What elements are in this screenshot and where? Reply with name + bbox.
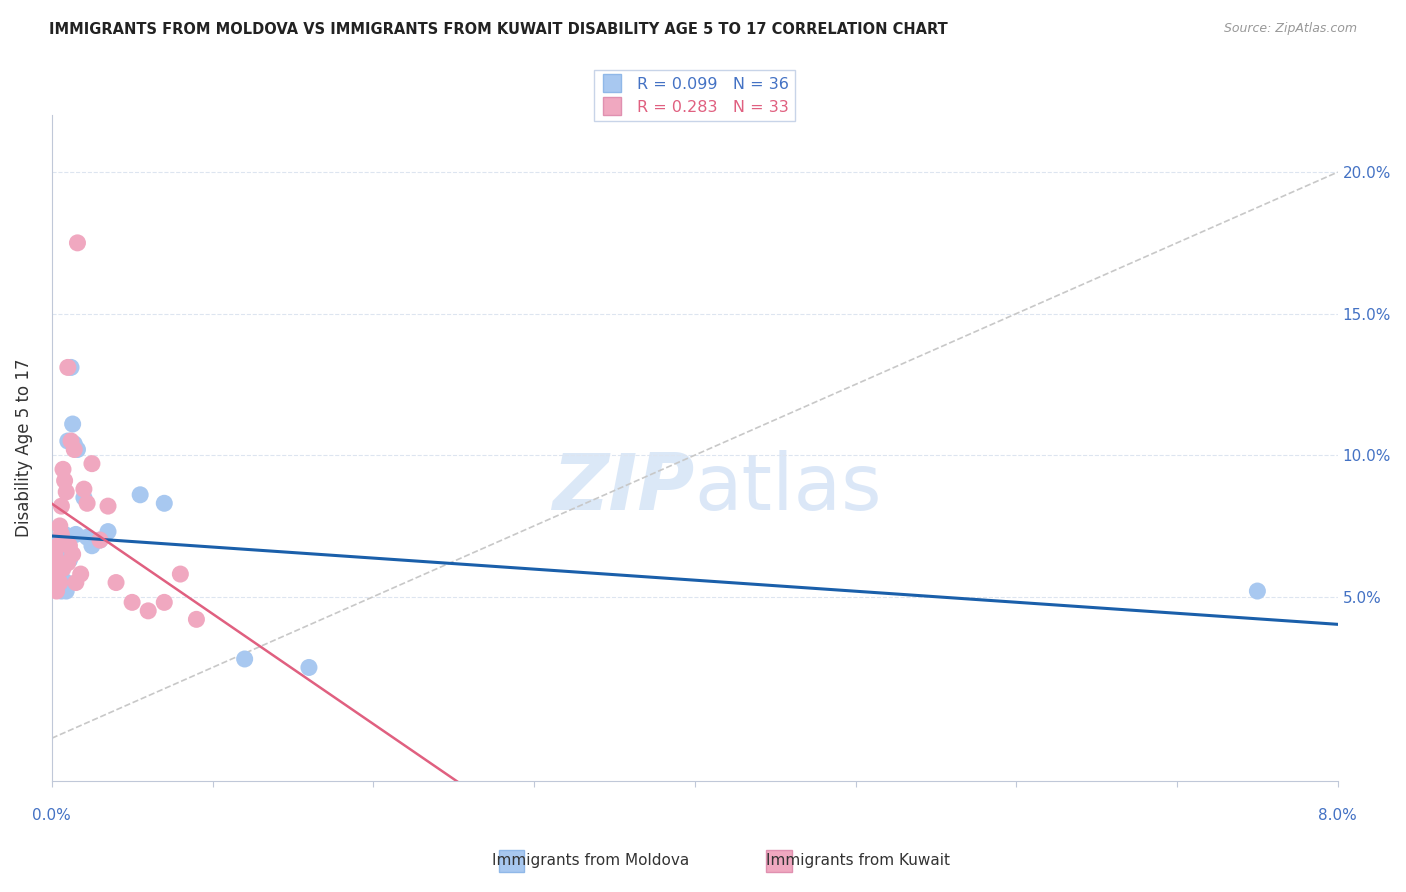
Point (60, 360, 83, 375)
Point (52, 462, 75, 476)
Point (105, 575, 128, 590)
Point (129, 488, 152, 502)
Point (53, 541, 76, 556)
Bar (499, 850, 524, 872)
Point (49, 533, 72, 547)
Point (153, 595, 176, 609)
Point (51, 570, 73, 584)
Legend: R = 0.099   N = 36, R = 0.283   N = 33: R = 0.099 N = 36, R = 0.283 N = 33 (595, 70, 796, 121)
Point (60, 434, 83, 448)
Point (55, 485, 77, 500)
Point (186, 612, 208, 626)
Text: Immigrants from Kuwait: Immigrants from Kuwait (766, 854, 949, 868)
Text: 8.0%: 8.0% (1319, 808, 1357, 823)
Point (45, 584, 67, 599)
Point (45, 539, 67, 553)
Point (66, 442, 89, 457)
Point (121, 595, 143, 609)
Point (233, 652, 256, 666)
Point (58, 539, 80, 553)
Bar (766, 850, 792, 872)
Text: IMMIGRANTS FROM MOLDOVA VS IMMIGRANTS FROM KUWAIT DISABILITY AGE 5 TO 17 CORRELA: IMMIGRANTS FROM MOLDOVA VS IMMIGRANTS FR… (49, 22, 948, 37)
Point (65, 527, 87, 541)
Point (76, 530, 98, 544)
Y-axis label: Disability Age 5 to 17: Disability Age 5 to 17 (15, 359, 32, 537)
Point (45, 556, 67, 570)
Point (52, 539, 75, 553)
Point (63, 437, 86, 451)
Point (53, 527, 76, 541)
Point (46, 544, 69, 558)
Point (73, 491, 96, 505)
Point (55, 575, 77, 590)
Point (58, 553, 80, 567)
Text: Source: ZipAtlas.com: Source: ZipAtlas.com (1223, 22, 1357, 36)
Point (80, 539, 103, 553)
Point (44, 553, 66, 567)
Point (1246, 584, 1268, 599)
Point (46, 556, 69, 570)
Point (51, 499, 73, 513)
Point (65, 575, 87, 590)
Point (89, 533, 111, 547)
Point (153, 496, 176, 510)
Point (62, 547, 84, 561)
Point (56, 539, 79, 553)
Text: atlas: atlas (695, 450, 882, 526)
Point (46, 539, 69, 553)
Point (56, 434, 79, 448)
Point (76, 496, 98, 510)
Point (52, 553, 75, 567)
Point (80, 457, 103, 471)
Point (89, 533, 111, 547)
Text: ZIP: ZIP (553, 450, 695, 526)
Point (46, 567, 69, 582)
Text: Immigrants from Moldova: Immigrants from Moldova (492, 854, 689, 868)
Point (56, 360, 79, 375)
Point (44, 547, 66, 561)
Point (44, 547, 66, 561)
Point (298, 660, 321, 674)
Point (62, 417, 84, 431)
Point (55, 584, 77, 599)
Point (63, 442, 86, 457)
Point (45, 567, 67, 582)
Point (51, 578, 73, 592)
Point (49, 575, 72, 590)
Point (56, 556, 79, 570)
Point (49, 561, 72, 575)
Point (136, 604, 159, 618)
Point (51, 527, 73, 541)
Point (97, 524, 120, 539)
Point (51, 584, 73, 599)
Point (73, 482, 96, 496)
Text: 0.0%: 0.0% (32, 808, 72, 823)
Point (69, 567, 91, 582)
Point (49, 547, 72, 561)
Point (52, 561, 75, 575)
Point (53, 474, 76, 488)
Point (169, 567, 191, 582)
Point (66, 235, 89, 250)
Point (49, 519, 72, 533)
Point (97, 499, 120, 513)
